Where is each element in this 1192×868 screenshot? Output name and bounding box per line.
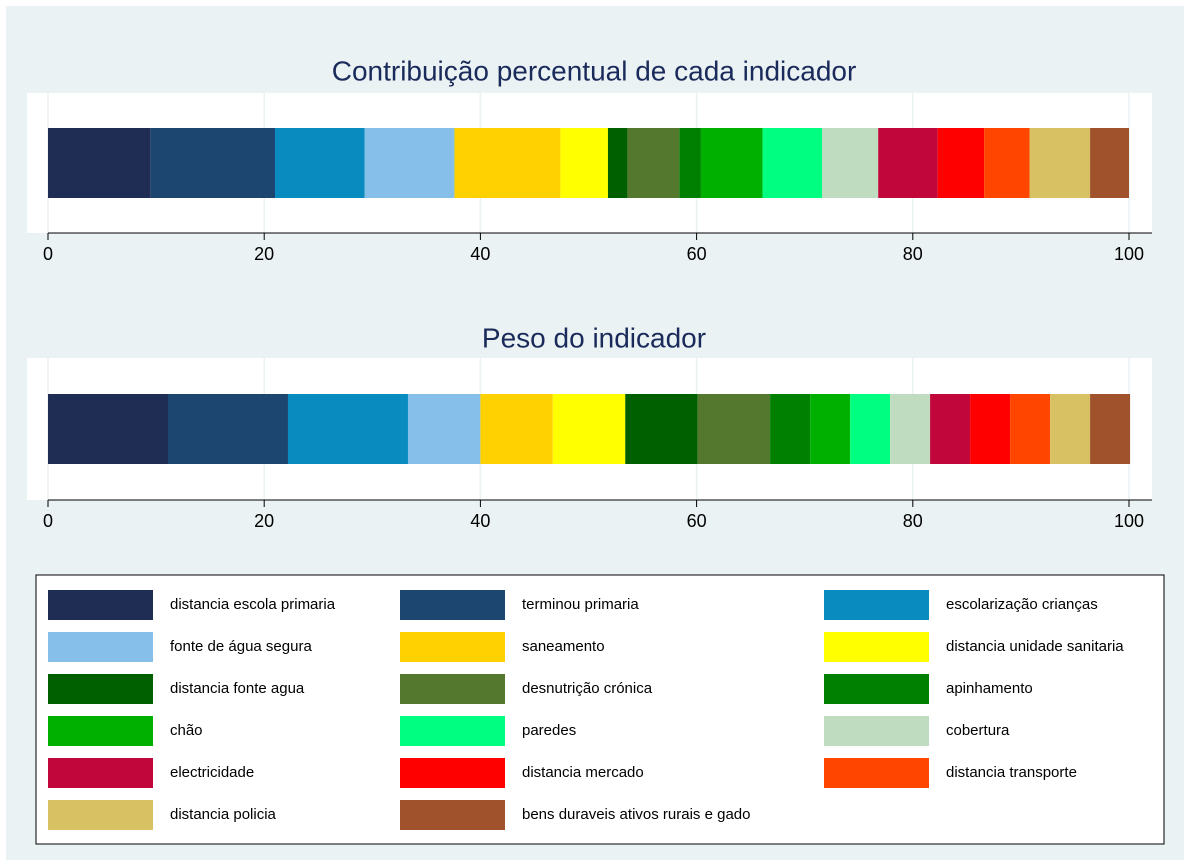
bar-segment [762,128,822,198]
bar-segment [364,128,455,198]
legend-swatch [400,716,505,746]
legend-swatch [48,590,153,620]
legend-label: apinhamento [946,680,1033,697]
bar-segment [1010,394,1051,464]
bar-segment [1090,128,1129,198]
legend-swatch [824,674,929,704]
x-tick-label: 100 [1114,511,1144,531]
bar-segment [552,394,626,464]
bar-segment [850,394,891,464]
legend-swatch [48,716,153,746]
legend-swatch [824,716,929,746]
legend-label: bens duraveis ativos rurais e gado [522,806,750,823]
bar-segment [697,394,771,464]
x-tick-label: 60 [687,244,707,264]
x-tick-label: 40 [470,511,490,531]
bar-segment [48,128,151,198]
bar-segment [984,128,1030,198]
bar-segment [48,394,168,464]
bar-segment [625,394,698,464]
x-tick-label: 60 [687,511,707,531]
x-tick-label: 20 [254,511,274,531]
bar-segment [930,394,971,464]
bar-segment [287,394,408,464]
legend-label: distancia fonte agua [170,680,305,697]
legend-label: fonte de água segura [170,638,312,655]
legend-swatch [400,674,505,704]
legend-swatch [48,758,153,788]
bar-segment [679,128,701,198]
bar-segment [890,394,931,464]
legend-swatch [824,632,929,662]
legend-swatch [400,632,505,662]
bar-segment [167,394,288,464]
legend-label: escolarização crianças [946,596,1098,613]
legend-label: distancia mercado [522,764,644,781]
bar-segment [627,128,680,198]
legend-swatch [48,800,153,830]
bar-segment [480,394,553,464]
x-tick-label: 80 [903,511,923,531]
legend-label: distancia unidade sanitaria [946,638,1124,655]
bar-segment [454,128,561,198]
x-tick-label: 20 [254,244,274,264]
legend-box [35,574,1165,845]
bar-segment [1090,394,1131,464]
legend-label: cobertura [946,722,1010,739]
legend-swatch [48,674,153,704]
panel-title: Contribuição percentual de cada indicado… [332,55,857,86]
x-tick-label: 100 [1114,244,1144,264]
legend-label: chão [170,722,203,739]
bar-segment [970,394,1011,464]
legend-swatch [824,590,929,620]
legend-label: desnutrição crónica [522,680,653,697]
bar-segment [407,394,481,464]
bar-segment [810,394,851,464]
legend-label: paredes [522,722,576,739]
x-tick-label: 40 [470,244,490,264]
legend-label: electricidade [170,764,254,781]
legend-label: distancia escola primaria [170,596,336,613]
legend-label: distancia transporte [946,764,1077,781]
bar-segment [878,128,938,198]
bar-segment [770,394,811,464]
legend-swatch [824,758,929,788]
x-tick-label: 0 [43,511,53,531]
legend-label: distancia policia [170,806,277,823]
bar-segment [1050,394,1091,464]
x-tick-label: 0 [43,244,53,264]
bar-segment [560,128,608,198]
bar-segment [275,128,365,198]
bar-segment [700,128,763,198]
bar-segment [607,128,628,198]
bar-segment [1029,128,1091,198]
legend-swatch [400,758,505,788]
legend-swatch [400,800,505,830]
legend-swatch [48,632,153,662]
bar-segment [150,128,276,198]
panel-title: Peso do indicador [482,322,706,353]
legend-label: terminou primaria [522,596,639,613]
bar-segment [937,128,985,198]
bar-segment [821,128,879,198]
legend-label: saneamento [522,638,605,655]
x-tick-label: 80 [903,244,923,264]
legend-swatch [400,590,505,620]
